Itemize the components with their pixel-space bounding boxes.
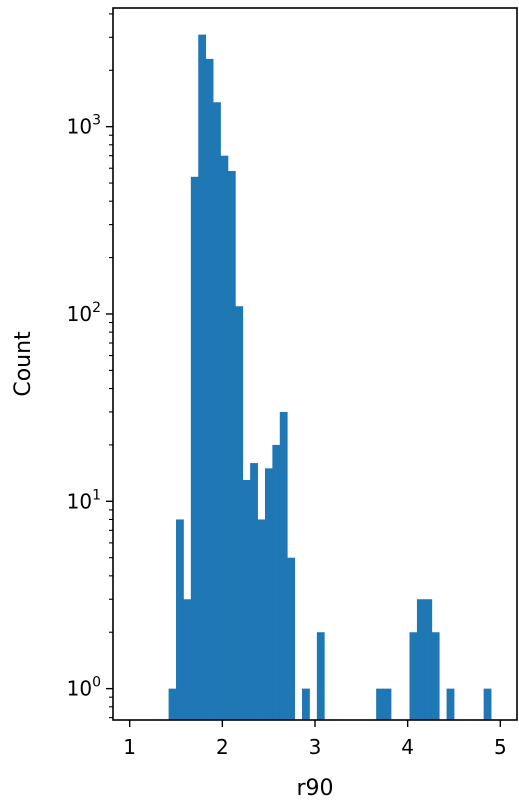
y-tick-label-exponent: 0 (92, 675, 101, 691)
histogram-bar (483, 688, 492, 720)
histogram-bar (446, 688, 455, 720)
x-axis-label: r90 (296, 776, 333, 801)
histogram-bar (383, 688, 392, 720)
histogram-bar (302, 688, 310, 720)
x-tick-label: 2 (216, 735, 229, 759)
histogram-bar (272, 444, 281, 720)
y-tick-label-exponent: 3 (92, 113, 101, 129)
y-tick-label-base: 10 (67, 115, 92, 139)
histogram-bar (227, 170, 236, 721)
y-tick-label: 101 (67, 487, 101, 513)
y-tick-label-exponent: 1 (92, 487, 101, 503)
histogram-bar (213, 102, 221, 720)
x-axis-ticks: 1 2 3 4 5 (123, 720, 507, 759)
histogram-bar (205, 58, 214, 720)
histogram-bar (242, 479, 251, 720)
histogram-bar (250, 463, 258, 720)
x-tick-label: 5 (494, 735, 507, 759)
histogram-bar (424, 599, 433, 720)
y-tick-label: 102 (67, 300, 101, 326)
y-tick-label-base: 10 (67, 302, 92, 326)
histogram-bar (376, 688, 384, 720)
histogram-bar (416, 599, 425, 720)
histogram-bar (264, 468, 273, 720)
histogram-bar (431, 632, 440, 720)
histogram-bar (235, 306, 244, 720)
y-tick-label-exponent: 2 (92, 300, 101, 316)
y-tick-label: 103 (67, 113, 101, 139)
histogram-bar (257, 519, 266, 720)
x-tick-label: 1 (123, 735, 136, 759)
x-tick-label: 3 (309, 735, 322, 759)
histogram-bar (176, 519, 184, 720)
histogram-bar (287, 557, 296, 720)
plot-frame (112, 7, 518, 721)
histogram-bar (279, 411, 288, 720)
y-tick-label-base: 10 (67, 677, 92, 701)
histogram-bars (168, 34, 492, 721)
histogram-bar (190, 176, 199, 721)
histogram-bar (409, 632, 418, 720)
x-tick-label: 4 (401, 735, 414, 759)
y-tick-label: 100 (67, 675, 101, 701)
histogram-bar (198, 34, 207, 721)
histogram-bar (183, 599, 192, 720)
histogram-bar (220, 155, 229, 720)
histogram-bar (168, 688, 177, 720)
y-tick-label-base: 10 (67, 489, 92, 513)
y-axis-label: Count (11, 331, 36, 397)
histogram-bar (316, 632, 325, 720)
